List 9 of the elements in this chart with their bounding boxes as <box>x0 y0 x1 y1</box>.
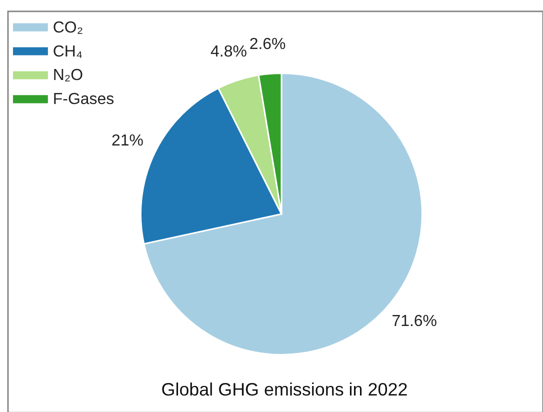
text: Global GHG emissions in 2022 <box>161 380 408 400</box>
data-label: 4.8% <box>210 44 247 61</box>
legend-label: CO₂ <box>52 19 84 36</box>
legend-label: F-Gases <box>52 91 114 108</box>
data-label: 71.6% <box>392 313 437 330</box>
legend-label: CH₄ <box>52 43 82 60</box>
legend-label: N₂O <box>52 67 84 84</box>
data-label: 2.6% <box>249 36 286 53</box>
data-label: 21% <box>112 132 144 150</box>
